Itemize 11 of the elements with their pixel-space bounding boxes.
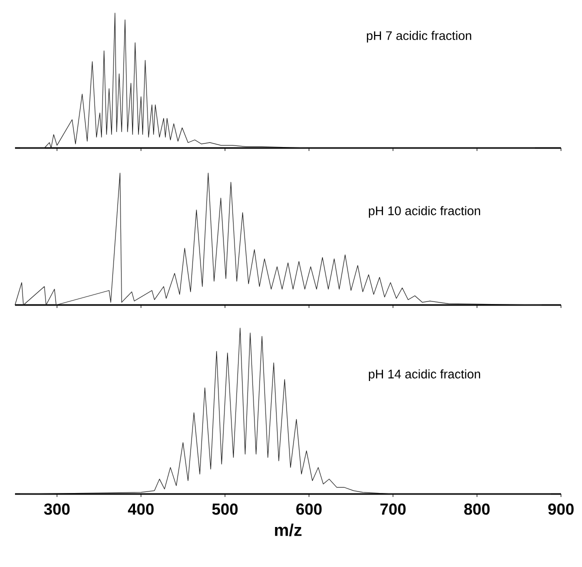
x-tick-label: 800 <box>464 504 490 515</box>
x-tick-label: 400 <box>128 504 154 515</box>
x-tick-label: 500 <box>212 504 238 515</box>
x-tick-label: 300 <box>44 504 70 515</box>
x-tick-label: 700 <box>380 504 406 515</box>
x-axis-title: m/z <box>274 524 302 536</box>
text: pH 7 acidic fraction <box>366 30 472 43</box>
text: pH 10 acidic fraction <box>368 206 480 218</box>
x-tick-label: 600 <box>296 504 322 515</box>
x-tick-label: 900 <box>548 504 574 515</box>
text: pH 14 acidic fraction <box>368 369 480 381</box>
